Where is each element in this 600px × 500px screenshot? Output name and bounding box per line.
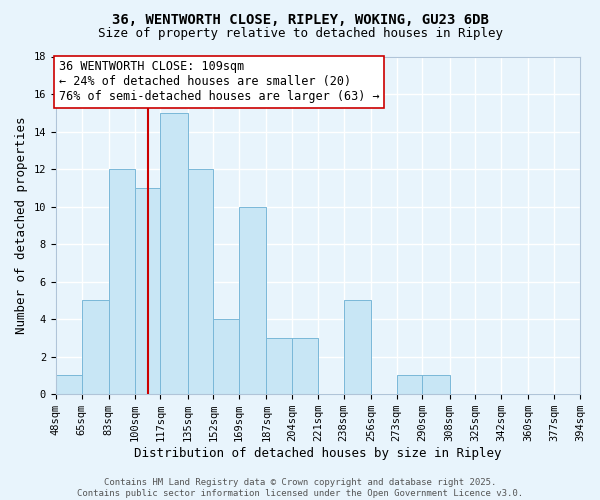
Text: 36 WENTWORTH CLOSE: 109sqm
← 24% of detached houses are smaller (20)
76% of semi: 36 WENTWORTH CLOSE: 109sqm ← 24% of deta… (59, 60, 379, 104)
Bar (344, 300, 371, 394)
Bar (109, 169, 134, 394)
Bar (397, 376, 422, 394)
Bar (422, 376, 450, 394)
Bar (239, 206, 266, 394)
Bar (214, 319, 239, 394)
Bar (160, 113, 188, 394)
Bar (188, 169, 214, 394)
Text: Size of property relative to detached houses in Ripley: Size of property relative to detached ho… (97, 28, 503, 40)
Bar (82, 300, 109, 394)
Bar (266, 338, 292, 394)
Text: 36, WENTWORTH CLOSE, RIPLEY, WOKING, GU23 6DB: 36, WENTWORTH CLOSE, RIPLEY, WOKING, GU2… (112, 12, 488, 26)
Text: Contains HM Land Registry data © Crown copyright and database right 2025.
Contai: Contains HM Land Registry data © Crown c… (77, 478, 523, 498)
Y-axis label: Number of detached properties: Number of detached properties (15, 116, 28, 334)
Bar (292, 338, 318, 394)
Bar (134, 188, 160, 394)
Bar (56, 376, 82, 394)
X-axis label: Distribution of detached houses by size in Ripley: Distribution of detached houses by size … (134, 447, 502, 460)
